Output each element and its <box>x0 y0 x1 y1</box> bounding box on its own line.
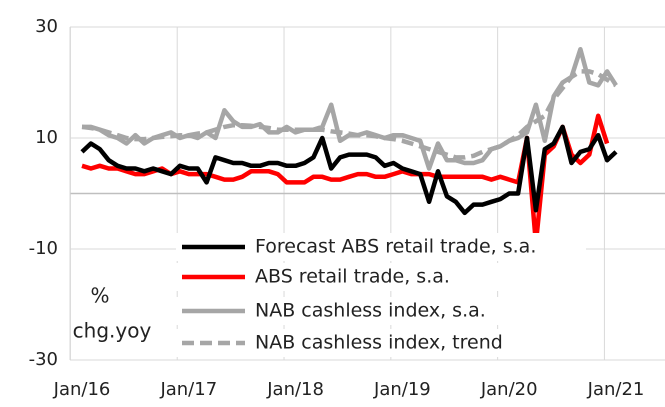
x-tick-label: Jan/16 <box>53 379 111 400</box>
y-tick-label: 30 <box>35 16 58 37</box>
y-tick-label: 10 <box>35 127 58 148</box>
legend-label: NAB cashless index, trend <box>255 332 503 354</box>
series-line <box>82 46 618 171</box>
x-tick-label: Jan/21 <box>587 379 645 400</box>
legend: Forecast ABS retail trade, s.a. ABS retai… <box>176 233 586 357</box>
y-tick-label: -30 <box>29 349 58 370</box>
x-tick-label: Jan/20 <box>480 379 538 400</box>
series-line <box>80 124 618 216</box>
y-tick-label: -10 <box>29 238 58 259</box>
y-axis-label: chg.yoy <box>73 319 152 343</box>
x-tick-label: Jan/19 <box>373 379 431 400</box>
y-axis-label: % <box>90 284 109 308</box>
legend-label: ABS retail trade, s.a. <box>255 266 450 288</box>
grid: -30 -10 10 30 Jan/16 Jan/17 Jan/18 Jan/19 Jan/20… <box>29 16 665 400</box>
legend-label: NAB cashless index, s.a. <box>255 300 486 322</box>
lines <box>80 46 618 246</box>
series-line <box>81 69 618 160</box>
x-tick-label: Jan/17 <box>159 379 217 400</box>
legend-label: Forecast ABS retail trade, s.a. <box>255 236 536 258</box>
x-tick-label: Jan/18 <box>266 379 324 400</box>
